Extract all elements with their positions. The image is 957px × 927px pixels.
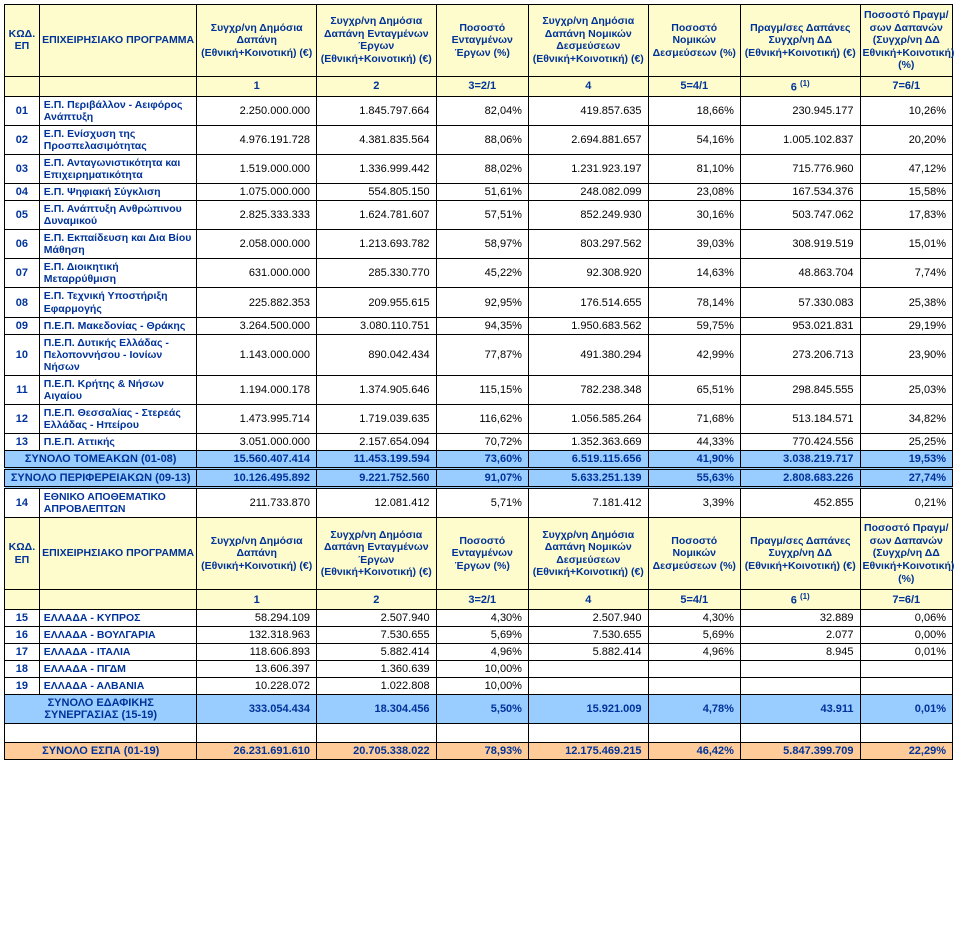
table-row: 01Ε.Π. Περιβάλλον - Αειφόρος Ανάπτυξη2.2… xyxy=(5,96,953,125)
n7: 7=6/1 xyxy=(860,76,952,96)
n6: 6 (1) xyxy=(740,76,860,96)
table-row: 02Ε.Π. Ενίσχυση της Προσπελασιμότητας4.9… xyxy=(5,125,953,154)
grand-total: ΣΥΝΟΛΟ ΕΣΠΑ (01-19) 26.231.691.610 20.70… xyxy=(5,743,953,760)
table-row: 19ΕΛΛΑΔΑ - ΑΛΒΑΝΙΑ10.228.0721.022.80810,… xyxy=(5,678,953,695)
row-14: 14 ΕΘΝΙΚΟ ΑΠΟΘΕΜΑΤΙΚΟ ΑΠΡΟΒΛΕΠΤΩΝ 211.73… xyxy=(5,488,953,518)
subtotal-perifereiakwn: ΣΥΝΟΛΟ ΠΕΡΙΦΕΡΕΙΑΚΩΝ (09-13) 10.126.495.… xyxy=(5,469,953,488)
n4: 4 xyxy=(528,76,648,96)
table-row: 08Ε.Π. Τεχνική Υποστήριξη Εφαρμογής225.8… xyxy=(5,288,953,317)
table-row: 10Π.Ε.Π. Δυτικής Ελλάδας - Πελοποννήσου … xyxy=(5,334,953,375)
spacer-row xyxy=(5,724,953,743)
hdr-col4: Συγχρ/νη Δημόσια Δαπάνη Νομικών Δεσμεύσε… xyxy=(528,5,648,77)
table-row: 06Ε.Π. Εκπαίδευση και Δια Βίου Μάθηση2.0… xyxy=(5,230,953,259)
n2: 2 xyxy=(316,76,436,96)
subtotal-edafikis: ΣΥΝΟΛΟ ΕΔΑΦΙΚΗΣ ΣΥΝΕΡΓΑΣΙΑΣ (15-19) 333.… xyxy=(5,695,953,724)
table-row: 15ΕΛΛΑΔΑ - ΚΥΠΡΟΣ58.294.1092.507.9404,30… xyxy=(5,609,953,626)
n1: 1 xyxy=(197,76,317,96)
n3: 3=2/1 xyxy=(436,76,528,96)
hdr-col3: Ποσοστό Ενταγμένων Έργων (%) xyxy=(436,5,528,77)
hdr-code: ΚΩΔ. ΕΠ xyxy=(5,5,40,77)
espa-table: ΚΩΔ. ΕΠ ΕΠΙΧΕΙΡΗΣΙΑΚΟ ΠΡΟΓΡΑΜΜΑ Συγχρ/νη… xyxy=(4,4,953,760)
n5: 5=4/1 xyxy=(648,76,740,96)
table-row: 09Π.Ε.Π. Μακεδονίας - Θράκης3.264.500.00… xyxy=(5,317,953,334)
hdr-col7: Ποσοστό Πραγμ/σων Δαπανών (Συγχρ/νη ΔΔ Ε… xyxy=(860,5,952,77)
subtotal-tomeakon: ΣΥΝΟΛΟ ΤΟΜΕΑΚΩΝ (01-08) 15.560.407.414 1… xyxy=(5,451,953,469)
hdr-col2: Συγχρ/νη Δημόσια Δαπάνη Ενταγμένων Έργων… xyxy=(316,5,436,77)
table-row: 13Π.Ε.Π. Αττικής3.051.000.0002.157.654.0… xyxy=(5,434,953,451)
hdr-col6: Πραγμ/σες Δαπάνες Συγχρ/νη ΔΔ (Εθνική+Κο… xyxy=(740,5,860,77)
table-row: 16ΕΛΛΑΔΑ - ΒΟΥΛΓΑΡΙΑ132.318.9637.530.655… xyxy=(5,626,953,643)
hdr-program: ΕΠΙΧΕΙΡΗΣΙΑΚΟ ΠΡΟΓΡΑΜΜΑ xyxy=(39,5,197,77)
hdr-col5: Ποσοστό Νομικών Δεσμεύσεων (%) xyxy=(648,5,740,77)
table-row: 17ΕΛΛΑΔΑ - ΙΤΑΛΙΑ118.606.8935.882.4144,9… xyxy=(5,644,953,661)
table-row: 11Π.Ε.Π. Κρήτης & Νήσων Αιγαίου1.194.000… xyxy=(5,375,953,404)
table-row: 18ΕΛΛΑΔΑ - ΠΓΔΜ13.606.3971.360.63910,00% xyxy=(5,661,953,678)
table-row: 12Π.Ε.Π. Θεσσαλίας - Στερεάς Ελλάδας - Η… xyxy=(5,404,953,433)
table-row: 05Ε.Π. Ανάπτυξη Ανθρώπινου Δυναμικού2.82… xyxy=(5,201,953,230)
header-row-2: ΚΩΔ. ΕΠ ΕΠΙΧΕΙΡΗΣΙΑΚΟ ΠΡΟΓΡΑΜΜΑ Συγχρ/νη… xyxy=(5,518,953,590)
table-row: 03Ε.Π. Ανταγωνιστικότητα και Επιχειρηματ… xyxy=(5,154,953,183)
hdr-col1: Συγχρ/νη Δημόσια Δαπάνη (Εθνική+Κοινοτικ… xyxy=(197,5,317,77)
table-row: 07Ε.Π. Διοικητική Μεταρρύθμιση631.000.00… xyxy=(5,259,953,288)
header-row: ΚΩΔ. ΕΠ ΕΠΙΧΕΙΡΗΣΙΑΚΟ ΠΡΟΓΡΑΜΜΑ Συγχρ/νη… xyxy=(5,5,953,77)
header-numbers-row-2: 1 2 3=2/1 4 5=4/1 6 (1) 7=6/1 xyxy=(5,590,953,610)
table-row: 04Ε.Π. Ψηφιακή Σύγκλιση1.075.000.000554.… xyxy=(5,184,953,201)
header-numbers-row: 1 2 3=2/1 4 5=4/1 6 (1) 7=6/1 xyxy=(5,76,953,96)
